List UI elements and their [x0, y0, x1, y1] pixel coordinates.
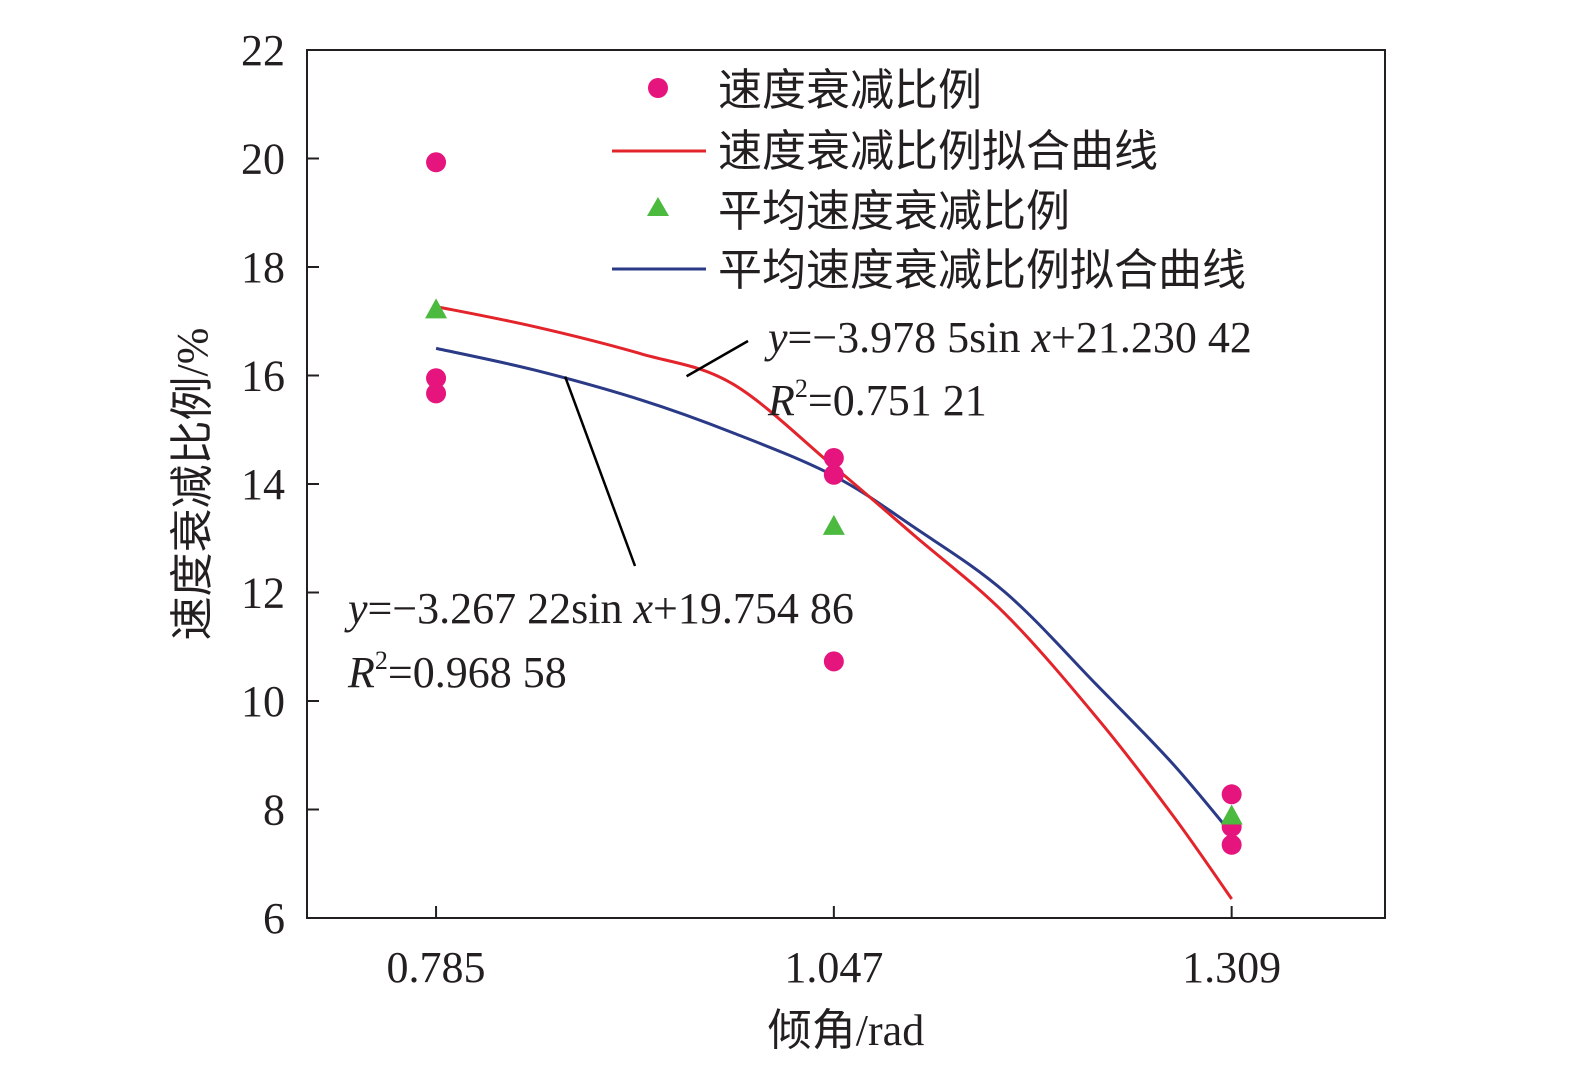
data-point-circle: [426, 368, 447, 389]
x-tick-label: 0.785: [387, 943, 486, 992]
annotation-leader-lines: [563, 339, 749, 567]
data-point-triangle: [425, 298, 448, 319]
red-fit-r2: R2=0.751 21: [767, 374, 987, 425]
data-point-circle: [823, 651, 844, 672]
data-point-circle: [823, 447, 844, 468]
blue-fit-equation: y=−3.267 22sin x+19.754 86: [344, 584, 854, 633]
legend-label-triangles: 平均速度衰减比例: [718, 187, 1070, 236]
red-fit-equation: y=−3.978 5sin x+21.230 42: [764, 313, 1252, 362]
legend-marker-circle: [648, 78, 668, 98]
y-tick-label: 22: [241, 26, 285, 75]
y-axis-title: 速度衰减比例/%: [168, 328, 217, 641]
y-tick-label: 14: [241, 460, 285, 509]
x-tick-label: 1.047: [784, 943, 883, 992]
x-axis-title: 倾角/rad: [768, 1006, 924, 1055]
data-point-circle: [1221, 834, 1242, 855]
data-point-circle: [426, 152, 447, 173]
x-tick-label: 1.309: [1182, 943, 1281, 992]
legend-label-red-fit: 速度衰减比例拟合曲线: [718, 127, 1158, 176]
legend: 速度衰减比例 速度衰减比例拟合曲线 平均速度衰减比例 平均速度衰减比例拟合曲线: [612, 66, 1246, 295]
blue-fit-leader-line: [563, 376, 637, 567]
data-point-triangle: [822, 514, 845, 535]
y-tick-label: 12: [241, 569, 285, 618]
red-fit-curve: [435, 305, 1233, 900]
data-point-circle: [1221, 784, 1242, 805]
legend-label-points: 速度衰减比例: [718, 66, 982, 115]
legend-label-blue-fit: 平均速度衰减比例拟合曲线: [718, 246, 1246, 295]
red-fit-leader-line: [685, 339, 749, 378]
blue-fit-r2: R2=0.968 58: [347, 646, 567, 697]
y-tick-label: 18: [241, 243, 285, 292]
data-point-circle: [426, 383, 447, 404]
data-markers: [425, 152, 1243, 855]
y-tick-label: 16: [241, 352, 285, 401]
x-axis-ticks: 0.785 1.047 1.309: [387, 906, 1281, 992]
annotation-blue-fit: y=−3.267 22sin x+19.754 86 R2=0.968 58: [344, 584, 854, 697]
data-point-triangle: [1220, 804, 1243, 825]
y-tick-label: 8: [263, 786, 285, 835]
y-axis-ticks: 6 8 10 12 14 16 18 20 22: [241, 26, 319, 943]
y-tick-label: 20: [241, 135, 285, 184]
fit-curves: [435, 305, 1233, 900]
data-point-circle: [823, 464, 844, 485]
y-tick-label: 6: [263, 894, 285, 943]
legend-marker-triangle: [647, 197, 669, 216]
y-tick-label: 10: [241, 677, 285, 726]
annotation-red-fit: y=−3.978 5sin x+21.230 42 R2=0.751 21: [764, 313, 1252, 425]
